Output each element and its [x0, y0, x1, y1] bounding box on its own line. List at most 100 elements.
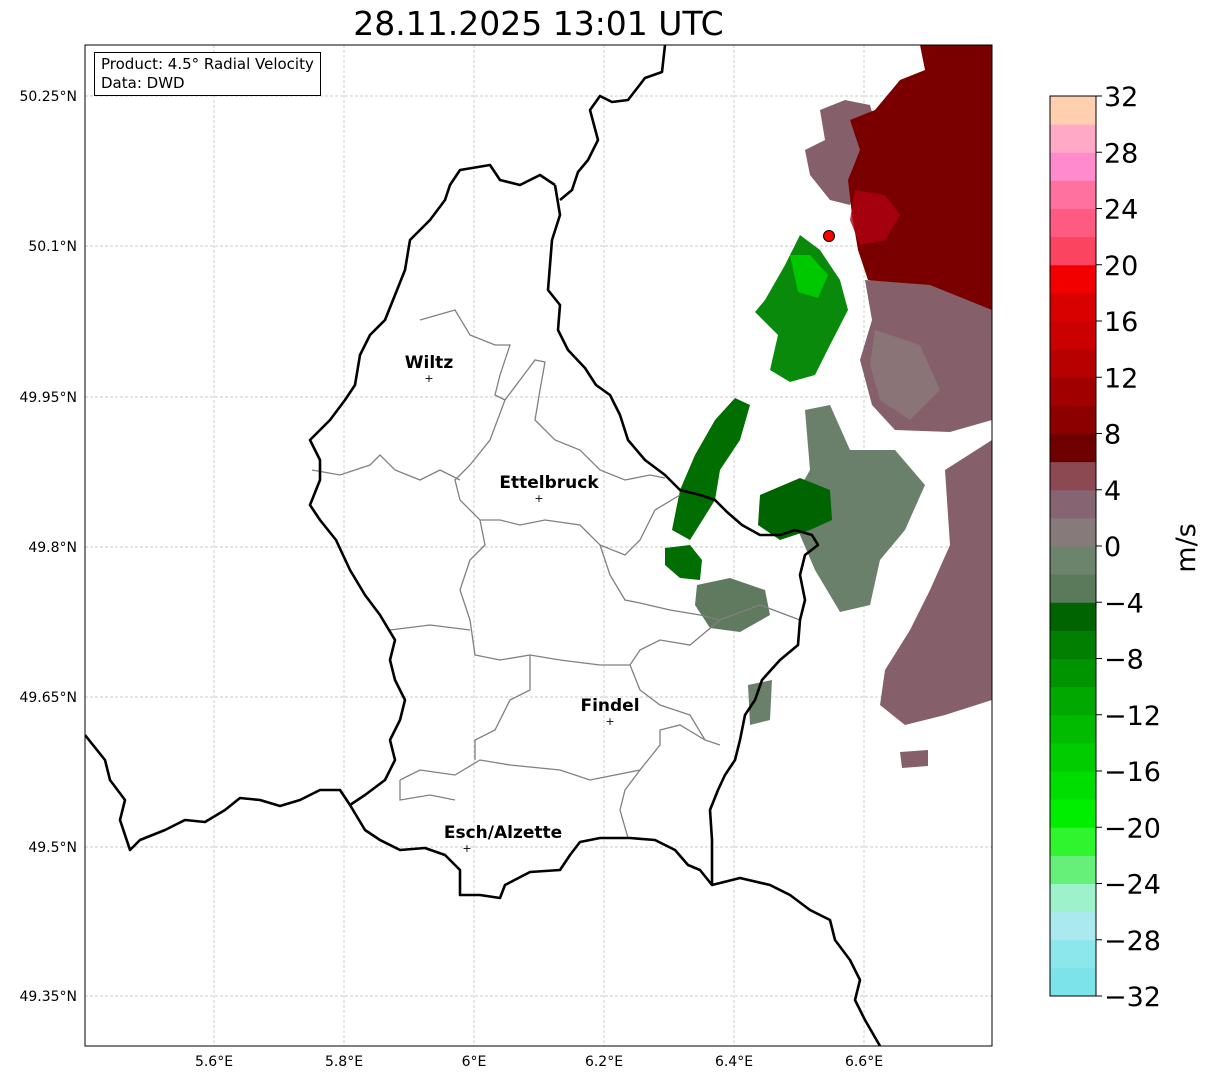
- city-label-ettelbruck: Ettelbruck: [499, 473, 599, 493]
- colorbar-band: [1050, 546, 1096, 575]
- lat-tick: 49.8°N: [28, 540, 77, 556]
- france-belgium-border: [85, 734, 352, 852]
- colorbar-tick-label: −32: [1104, 982, 1161, 1013]
- lon-tick: 6.6°E: [845, 1054, 883, 1070]
- lon-tick: 5.8°E: [325, 1054, 363, 1070]
- colorbar-band: [1050, 939, 1096, 969]
- lon-tick: 6.2°E: [585, 1054, 623, 1070]
- colorbar-band: [1050, 517, 1096, 547]
- colorbar-band: [1050, 714, 1096, 744]
- colorbar-tick-label: 24: [1104, 195, 1138, 226]
- lon-tick: 6.4°E: [715, 1054, 753, 1070]
- city-label-esch: Esch/Alzette: [444, 823, 562, 843]
- city-label-findel: Findel: [580, 696, 639, 716]
- colorbar-band: [1050, 827, 1096, 856]
- map-frame: [84, 44, 993, 1047]
- colorbar-tick-label: 4: [1104, 476, 1121, 507]
- lat-tick: 49.5°N: [28, 840, 77, 856]
- france-germany-border: [711, 876, 882, 1046]
- colorbar-tick-label: −20: [1104, 813, 1161, 844]
- belgium-germany-border: [559, 45, 667, 201]
- colorbar: 32 28 24 20 16 12 8 4 0 −4 −8 −12 −16 −20 −24 −28 −32: [1049, 82, 1161, 1013]
- colorbar-band: [1050, 855, 1096, 884]
- city-label-wiltz: Wiltz: [405, 353, 454, 373]
- colorbar-band: [1050, 124, 1096, 153]
- colorbar-band: [1050, 742, 1096, 772]
- echo-bright-green: [790, 255, 828, 298]
- lon-tick-labels: 5.6°E 5.8°E 6°E 6.2°E 6.4°E 6.6°E: [195, 1054, 883, 1070]
- colorbar-band: [1050, 180, 1096, 209]
- colorbar-band: [1050, 208, 1096, 238]
- city-marker-icon: +: [462, 842, 471, 855]
- luxembourg-border: [308, 163, 820, 900]
- colorbar-tick-label: 0: [1104, 532, 1121, 563]
- echo-small-gray: [748, 680, 772, 725]
- colorbar-band: [1050, 883, 1096, 913]
- colorbar-band: [1050, 349, 1096, 378]
- colorbar-band: [1050, 574, 1096, 603]
- echo-dark-red: [848, 45, 992, 312]
- colorbar-band: [1050, 321, 1096, 350]
- colorbar-band: [1050, 911, 1096, 941]
- colorbar-band: [1050, 377, 1096, 406]
- city-marker-icon: +: [424, 372, 433, 385]
- colorbar-tick-label: −16: [1104, 757, 1161, 788]
- echo-dark-green-3: [665, 545, 702, 580]
- colorbar-band: [1050, 967, 1096, 997]
- colorbar-tick-label: −12: [1104, 701, 1161, 732]
- colorbar-label: m/s: [1171, 523, 1202, 572]
- colorbar-band: [1050, 96, 1096, 125]
- lon-tick: 6°E: [462, 1054, 487, 1070]
- echo-gray-green-center: [790, 405, 925, 612]
- colorbar-band: [1050, 264, 1096, 294]
- city-marker-icon: +: [605, 715, 614, 728]
- data-source-label: Data: DWD: [101, 74, 185, 92]
- colorbar-tick-label: 16: [1104, 307, 1138, 338]
- colorbar-band: [1050, 292, 1096, 322]
- echo-mauve-southeast: [880, 440, 992, 725]
- colorbar-tick-label: −24: [1104, 870, 1161, 901]
- echo-small-mauve: [900, 750, 928, 768]
- map-title: 28.11.2025 13:01 UTC: [353, 4, 724, 43]
- colorbar-band: [1050, 799, 1096, 828]
- map-area: Wiltz + Ettelbruck + Findel + Esch/Alzet…: [85, 45, 992, 1046]
- echo-gray-mauve: [870, 330, 940, 420]
- colorbar-band: [1050, 461, 1096, 491]
- lon-tick: 5.6°E: [195, 1054, 233, 1070]
- city-markers: Wiltz + Ettelbruck + Findel + Esch/Alzet…: [405, 353, 640, 855]
- colorbar-tick-label: 12: [1104, 363, 1138, 394]
- colorbar-tick-label: 8: [1104, 420, 1121, 451]
- lat-tick: 49.65°N: [19, 690, 77, 706]
- colorbar-tick-label: 32: [1104, 82, 1138, 113]
- radar-site-marker: [823, 230, 835, 242]
- colorbar-band: [1050, 630, 1096, 659]
- national-borders: [85, 45, 882, 1046]
- lat-tick: 49.35°N: [19, 989, 77, 1005]
- colorbar-band: [1050, 658, 1096, 688]
- echo-red-core: [850, 190, 900, 245]
- colorbar-band: [1050, 236, 1096, 266]
- colorbar-band: [1050, 771, 1096, 800]
- lat-tick-labels: 50.25°N 50.1°N 49.95°N 49.8°N 49.65°N 49…: [19, 89, 77, 1005]
- lat-tick: 49.95°N: [19, 390, 77, 406]
- colorbar-band: [1050, 602, 1096, 631]
- lat-tick: 50.25°N: [19, 89, 77, 105]
- echo-dark-green-1: [672, 398, 750, 540]
- colorbar-tick-label: −4: [1104, 588, 1144, 619]
- colorbar-tick-label: −8: [1104, 645, 1144, 676]
- colorbar-band: [1050, 152, 1096, 181]
- info-box: Product: 4.5° Radial Velocity Data: DWD: [94, 52, 321, 96]
- colorbar-band: [1050, 686, 1096, 716]
- colorbar-tick-label: 20: [1104, 251, 1138, 282]
- city-marker-icon: +: [534, 492, 543, 505]
- colorbar-band: [1050, 405, 1096, 434]
- gridlines: [85, 45, 992, 1046]
- lat-tick: 50.1°N: [28, 239, 77, 255]
- colorbar-tick-label: 28: [1104, 138, 1138, 169]
- colorbar-tick-label: −28: [1104, 926, 1161, 957]
- product-label: Product: 4.5° Radial Velocity: [101, 55, 314, 73]
- radar-echoes: [665, 45, 992, 768]
- canton-boundaries: [311, 309, 801, 839]
- colorbar-band: [1050, 433, 1096, 463]
